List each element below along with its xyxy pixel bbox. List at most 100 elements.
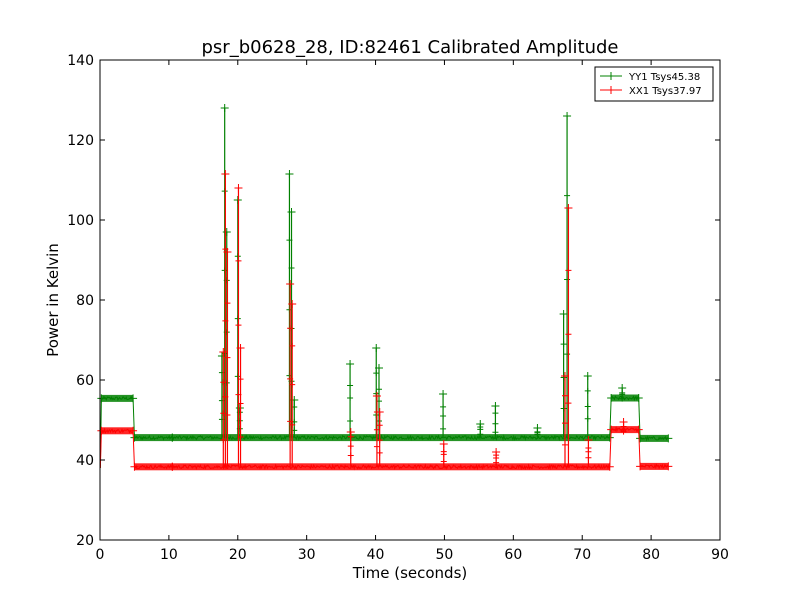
y-tick-label: 40 (76, 453, 94, 469)
series-xx1 (97, 170, 673, 471)
y-tick-label: 60 (76, 373, 94, 389)
spike-marker (288, 265, 295, 272)
spike-marker (584, 403, 591, 410)
x-tick-label: 60 (504, 547, 522, 563)
x-tick-label: 90 (711, 547, 729, 563)
series-transition (609, 429, 612, 467)
legend-marker (607, 86, 615, 94)
axis-ticks: 0 10 20 30 40 50 60 70 80 90 20 40 60 80 100 120 140 (67, 53, 729, 563)
spike-marker (493, 452, 500, 459)
spike-marker (439, 440, 448, 448)
spike-marker (289, 342, 296, 349)
spike-marker (375, 364, 383, 372)
spike-marker (563, 112, 572, 120)
chart-title: psr_b0628_28, ID:82461 Calibrated Amplit… (202, 37, 619, 58)
spike-marker (373, 411, 380, 418)
spike-marker (224, 412, 231, 419)
spike-marker (440, 412, 447, 419)
spike-marker (289, 421, 296, 428)
spike-marker (237, 376, 244, 383)
spike-marker (235, 322, 242, 329)
spike-marker (223, 379, 230, 386)
spike-marker (224, 300, 231, 307)
spike-marker (560, 341, 567, 348)
spike-marker (289, 381, 296, 388)
data-point-marker (607, 425, 616, 434)
spike-marker (234, 184, 243, 192)
spike-marker (562, 420, 568, 427)
marker-band (134, 463, 173, 471)
spike-marker (347, 395, 354, 402)
series-transition (638, 429, 641, 467)
spike-marker (560, 374, 567, 381)
spike-marker (440, 403, 447, 410)
spike-marker (564, 351, 571, 358)
spike-marker (372, 392, 381, 400)
legend: YY1 Tsys45.38 XX1 Tsys37.97 (594, 66, 714, 102)
spike-marker (565, 267, 572, 274)
spike-marker (373, 370, 380, 377)
spike-marker (376, 449, 383, 456)
legend-label: XX1 Tsys37.97 (629, 86, 702, 97)
spike-marker (236, 417, 243, 424)
spike-marker (373, 443, 380, 450)
spike-marker (440, 458, 447, 465)
spike-marker (562, 392, 568, 399)
spike-marker (218, 369, 225, 376)
spike-marker (223, 248, 232, 256)
spike-marker (218, 416, 225, 423)
spike-marker (286, 280, 295, 288)
marker-band (640, 462, 669, 470)
y-tick-label: 100 (67, 213, 94, 229)
spike-marker (285, 170, 294, 178)
spike-marker (223, 329, 230, 336)
spike-marker (221, 188, 228, 195)
spike-marker (234, 373, 241, 380)
y-axis-title: Power in Kelvin (44, 243, 62, 357)
plot-area (97, 104, 673, 471)
x-tick-label: 0 (96, 547, 105, 563)
x-tick-label: 80 (642, 547, 660, 563)
marker-band (611, 394, 639, 402)
y-tick-label: 140 (67, 53, 94, 69)
data-point-marker (664, 462, 673, 471)
spike-marker (560, 405, 567, 412)
spike-marker (234, 253, 241, 260)
spike-marker (347, 417, 354, 424)
y-tick-label: 20 (76, 533, 94, 549)
spike-marker (620, 423, 627, 430)
spike-marker (234, 315, 241, 322)
x-tick-label: 10 (160, 547, 178, 563)
x-axis-title: Time (seconds) (352, 564, 468, 582)
spike-marker (564, 204, 573, 212)
spike-marker (221, 170, 230, 178)
spike-marker (347, 433, 354, 440)
marker-band (640, 434, 669, 442)
series-start (99, 430, 102, 469)
spike-marker (237, 434, 244, 441)
spike-marker (583, 372, 592, 380)
spike-marker (584, 387, 591, 394)
spike-marker (584, 415, 591, 422)
spike-marker (492, 429, 499, 436)
x-tick-label: 70 (573, 547, 591, 563)
spike-marker (565, 331, 572, 338)
spike-marker (347, 443, 354, 450)
spike-marker (440, 448, 447, 455)
spike-marker (440, 425, 447, 432)
data-point-marker (168, 433, 177, 442)
spike-marker (347, 452, 354, 459)
spike-marker (347, 382, 354, 389)
data-point-marker (607, 394, 616, 402)
spike-marker (237, 400, 244, 407)
data-point-marker (130, 433, 139, 442)
spike-marker (376, 422, 383, 429)
x-tick-label: 50 (436, 547, 454, 563)
x-tick-label: 20 (229, 547, 247, 563)
spike-marker (492, 420, 499, 427)
x-tick-label: 40 (367, 547, 385, 563)
marker-band (134, 434, 173, 442)
spike-marker (288, 300, 297, 308)
spike-marker (223, 277, 230, 284)
x-tick-label: 30 (298, 547, 316, 563)
